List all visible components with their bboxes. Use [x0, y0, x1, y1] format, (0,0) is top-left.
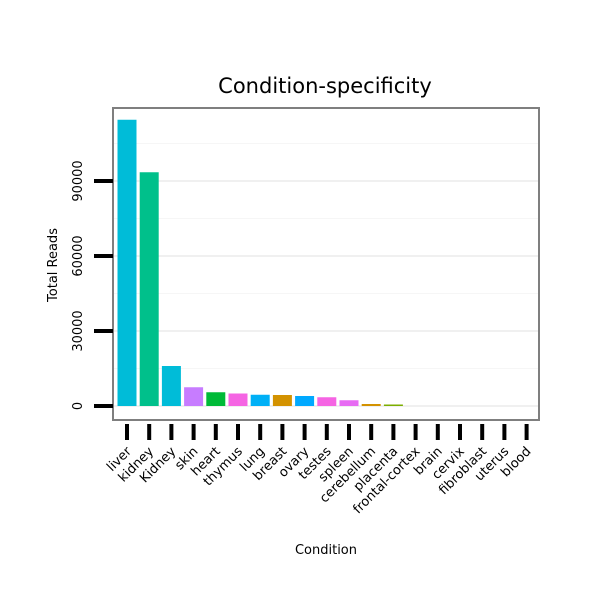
bar-ovary	[295, 396, 315, 406]
bar-thymus	[228, 393, 248, 406]
x-axis-label: Condition	[295, 543, 357, 558]
bar-placenta	[383, 404, 403, 406]
y-tick-label: 60000	[71, 235, 86, 276]
bar-cerebellum	[361, 404, 381, 406]
bar-lung	[250, 394, 270, 406]
x-axis-ticks: liverkidneyKidneyskinheartthymuslungbrea…	[104, 424, 534, 517]
bars	[117, 119, 403, 406]
bar-liver	[117, 119, 137, 406]
y-tick-label: 90000	[71, 160, 86, 201]
gridlines	[113, 143, 539, 407]
y-tick-label: 0	[71, 402, 86, 410]
y-axis-label: Total Reads	[46, 228, 61, 303]
bar-breast	[272, 395, 292, 406]
bar-kidney	[161, 366, 181, 406]
bar-testes	[317, 397, 337, 406]
bar-kidney	[139, 172, 159, 406]
bar-heart	[206, 392, 226, 406]
plot-frame	[112, 107, 540, 421]
bar-spleen	[339, 400, 359, 406]
bar-skin	[184, 387, 204, 406]
y-axis-ticks: 0 30000 60000 90000	[71, 160, 113, 410]
chart-title: Condition-specificity	[218, 74, 432, 98]
y-tick-label: 30000	[71, 310, 86, 351]
